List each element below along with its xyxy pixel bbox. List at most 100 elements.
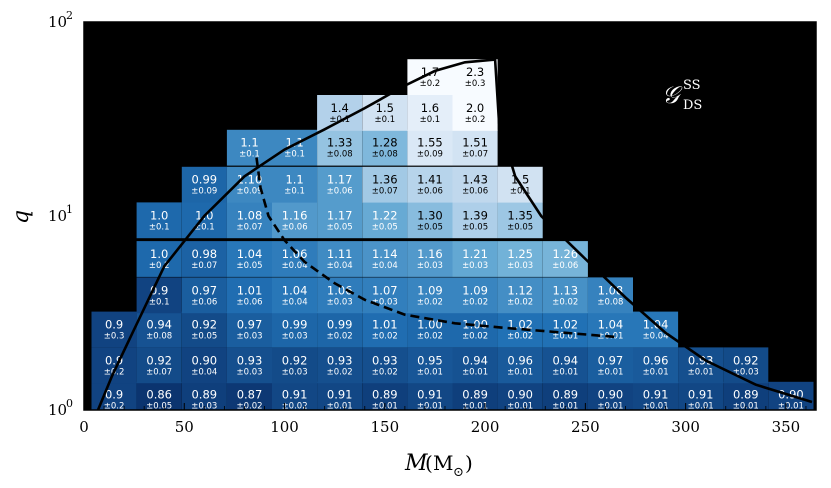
cell-value: 0.91	[327, 388, 353, 402]
cell-error: ±0.03	[372, 297, 398, 307]
cell-value: 1.28	[372, 136, 398, 150]
x-tick-label: 350	[772, 418, 801, 436]
cell-rect	[226, 241, 272, 277]
cell-rect	[407, 59, 453, 95]
cell-rect	[452, 241, 498, 277]
heatmap-cell: 1.04±0.04	[633, 311, 679, 348]
cell-value: 0.92	[282, 353, 308, 367]
cell-error: ±0.2	[149, 261, 170, 271]
cell-value: 1.07	[372, 283, 398, 297]
cell-error: ±0.05	[146, 402, 172, 412]
cell-rect	[317, 166, 363, 203]
heatmap-cell: 1.17±0.05	[317, 202, 363, 239]
cell-value: 0.9	[105, 388, 123, 402]
x-axis-unit: M	[433, 451, 453, 475]
heatmap-cell: 0.93±0.02	[317, 347, 363, 384]
chart-annotation: 𝒢 SS DS	[662, 78, 702, 113]
cell-error: ±0.03	[236, 367, 262, 377]
cell-rect	[226, 347, 272, 384]
cell-error: ±0.06	[236, 297, 262, 307]
cell-value: 1.43	[462, 173, 488, 187]
heatmap-cell: 1.51±0.07	[452, 129, 498, 166]
cell-rect	[452, 311, 498, 348]
cell-error: ±0.1	[374, 115, 395, 125]
cell-rect	[181, 311, 227, 348]
heatmap-cell: 1.1±0.1	[272, 166, 318, 203]
cell-value: 1.55	[417, 136, 443, 150]
cell-rect	[136, 202, 182, 239]
cell-error: ±0.07	[146, 367, 172, 377]
heatmap-cell: 1.06±0.04	[272, 241, 318, 277]
cell-error: ±0.09	[417, 150, 443, 160]
cell-value: 1.5	[376, 101, 394, 115]
y-tick-label: 10	[48, 401, 67, 419]
cell-rect	[497, 311, 543, 348]
cell-value: 1.04	[598, 318, 624, 332]
cell-value: 1.09	[417, 283, 443, 297]
cell-rect	[407, 129, 453, 166]
cell-rect	[317, 347, 363, 384]
heatmap-cell: 1.28±0.08	[362, 129, 408, 166]
cell-value: 0.90	[507, 388, 533, 402]
heatmap-cell: 0.92±0.07	[136, 347, 182, 384]
cell-error: ±0.3	[465, 79, 486, 89]
heatmap-cell: 0.97±0.06	[181, 277, 227, 314]
heatmap-cell: 0.97±0.03	[226, 311, 272, 348]
cell-error: ±0.07	[191, 261, 217, 271]
cell-value: 1.13	[552, 283, 578, 297]
cell-value: 1.16	[417, 247, 443, 261]
cell-error: ±0.03	[462, 261, 488, 271]
cell-error: ±0.05	[372, 222, 398, 232]
cell-error: ±0.07	[462, 150, 488, 160]
cell-error: ±0.08	[146, 332, 172, 342]
cell-value: 0.94	[462, 353, 488, 367]
cell-error: ±0.01	[507, 402, 533, 412]
heatmap-cell: 1.16±0.06	[272, 202, 318, 239]
cell-value: 1.30	[417, 208, 443, 222]
cell-error: ±0.09	[191, 187, 217, 197]
cell-error: ±0.03	[236, 332, 262, 342]
cell-value: 0.87	[237, 388, 263, 402]
cell-rect	[136, 311, 182, 348]
heatmap-cell: 1.25±0.03	[497, 241, 543, 277]
cell-error: ±0.09	[236, 187, 262, 197]
cell-rect	[542, 347, 588, 384]
cell-rect	[362, 241, 408, 277]
cell-rect	[407, 95, 453, 131]
cell-error: ±0.04	[643, 332, 669, 342]
cell-rect	[497, 241, 543, 277]
cell-value: 2.3	[466, 65, 484, 79]
cell-rect	[633, 347, 679, 384]
heatmap-cell: 2.3±0.3	[452, 59, 498, 95]
cell-rect	[542, 381, 588, 410]
heatmap-cell: 1.04±0.05	[226, 241, 272, 277]
cell-error: ±0.01	[688, 367, 714, 377]
cell-error: ±0.01	[597, 402, 623, 412]
y-tick-exponent: 0	[66, 397, 73, 410]
cell-rect	[407, 202, 453, 239]
heatmap-cell: 2.0±0.2	[452, 95, 498, 131]
cell-value: 1.06	[327, 283, 353, 297]
cell-error: ±0.02	[507, 332, 533, 342]
cell-error: ±0.1	[239, 150, 260, 160]
cell-rect	[317, 129, 363, 166]
heatmap-cell: 1.11±0.04	[317, 241, 363, 277]
cell-error: ±0.06	[417, 187, 443, 197]
heatmap-cell: 0.9±0.2	[91, 347, 137, 384]
cell-error: ±0.05	[327, 222, 353, 232]
heatmap-cell: 0.96±0.01	[633, 347, 679, 384]
x-axis-open-paren: (	[425, 451, 433, 475]
x-axis-symbol: M	[404, 451, 428, 476]
cell-rect	[226, 202, 272, 239]
cell-rect	[317, 381, 363, 410]
heatmap-cell: 1.36±0.07	[362, 166, 408, 203]
cell-rect	[272, 202, 318, 239]
heatmap-cell: 1.26±0.06	[542, 241, 588, 277]
cell-error: ±0.1	[149, 297, 170, 307]
cell-error: ±0.02	[372, 332, 398, 342]
cell-rect	[226, 277, 272, 314]
cell-rect	[272, 347, 318, 384]
heatmap-cell: 0.99±0.03	[272, 311, 318, 348]
cell-error: ±0.1	[510, 187, 531, 197]
